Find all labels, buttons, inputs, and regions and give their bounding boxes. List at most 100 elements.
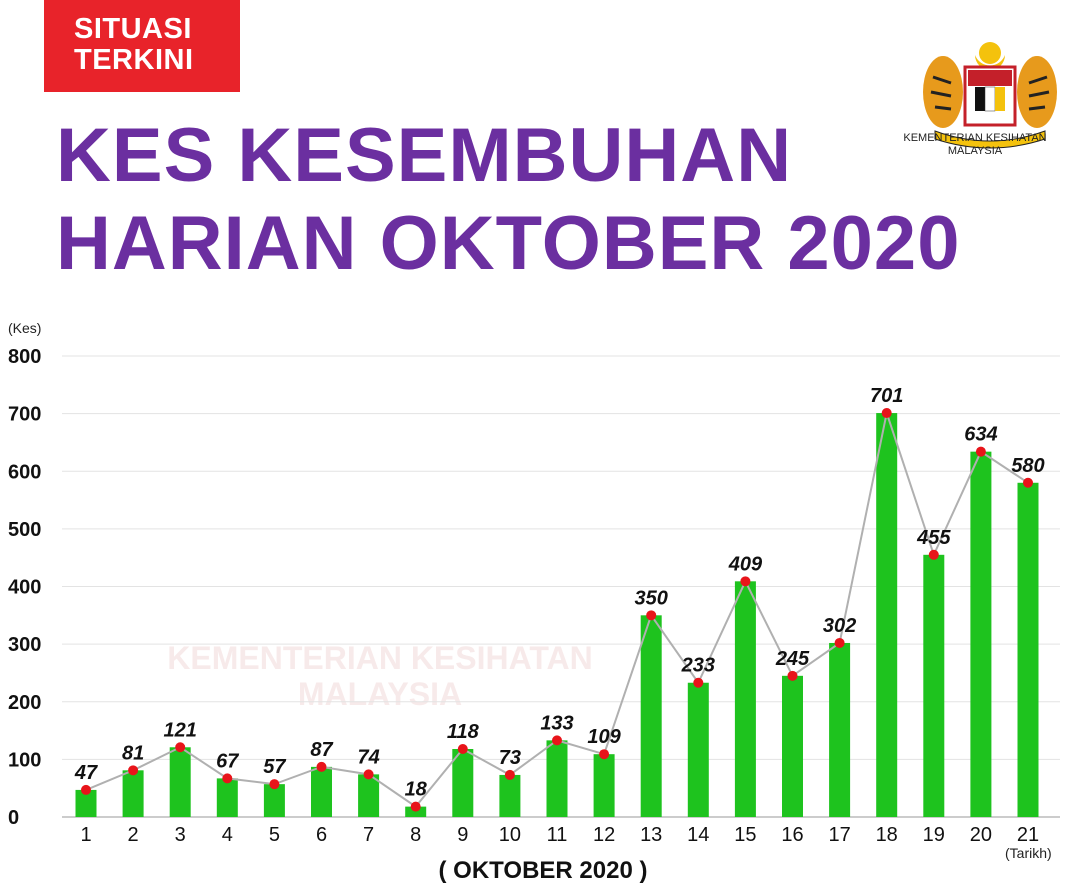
data-point-marker <box>175 742 186 753</box>
data-label: 109 <box>587 726 621 748</box>
data-point-marker <box>787 670 798 681</box>
x-tick-label: 11 <box>547 824 568 846</box>
bar <box>1017 482 1039 817</box>
x-tick-label: 16 <box>781 824 803 846</box>
x-tick-label: 19 <box>923 824 945 846</box>
bar <box>358 774 380 817</box>
bar <box>122 770 144 817</box>
data-point-marker <box>834 637 845 648</box>
bar <box>782 675 803 817</box>
bar <box>452 749 474 817</box>
badge-line1: SITUASI <box>74 13 192 45</box>
x-tick-label: 15 <box>734 824 756 846</box>
data-point-marker <box>128 765 139 776</box>
bar <box>405 806 427 817</box>
watermark-text: KEMENTERIAN KESIHATAN MALAYSIA <box>120 640 640 712</box>
data-label: 121 <box>164 719 197 741</box>
y-tick-label: 400 <box>8 577 41 599</box>
watermark-line1: KEMENTERIAN KESIHATAN <box>167 640 593 676</box>
x-tick-label: 7 <box>363 824 374 846</box>
data-point-marker <box>552 735 562 746</box>
data-label: 57 <box>263 756 286 778</box>
data-label: 350 <box>635 587 668 609</box>
bar <box>216 778 238 817</box>
bar <box>734 581 756 817</box>
data-label: 580 <box>1011 455 1044 477</box>
coat-of-arms-logo <box>923 42 1057 149</box>
bar <box>829 642 851 817</box>
x-tick-label: 1 <box>80 824 91 846</box>
ministry-name: KEMENTERIAN KESIHATAN MALAYSIA <box>890 132 1060 158</box>
data-label: 133 <box>540 712 573 734</box>
y-tick-label: 700 <box>8 404 41 426</box>
bar <box>75 789 97 817</box>
data-point-marker <box>410 801 421 812</box>
x-tick-label: 10 <box>499 824 521 846</box>
x-tick-label: 20 <box>970 824 992 846</box>
data-point-marker <box>269 779 280 790</box>
y-tick-label: 200 <box>8 692 41 714</box>
data-point-marker <box>693 677 704 688</box>
x-tick-label: 6 <box>316 824 327 846</box>
x-tick-label: 8 <box>410 824 421 846</box>
bar <box>546 740 568 817</box>
data-label: 81 <box>122 742 144 764</box>
data-label: 18 <box>405 779 428 801</box>
x-tick-label: 5 <box>269 824 280 846</box>
ministry-line1: KEMENTERIAN KESIHATAN <box>903 132 1047 144</box>
x-tick-label: 2 <box>128 824 139 846</box>
bar <box>499 774 521 817</box>
bar <box>640 615 662 817</box>
y-tick-label: 600 <box>8 461 41 483</box>
x-tick-label: 18 <box>876 824 898 846</box>
chart-title: KES KESEMBUHAN HARIAN OKTOBER 2020 <box>56 112 960 288</box>
bar <box>876 413 898 817</box>
data-label: 73 <box>499 747 521 769</box>
x-tick-label: 17 <box>828 824 850 846</box>
x-tick-label: 4 <box>222 824 233 846</box>
data-point-marker <box>222 773 233 784</box>
data-point-marker <box>1023 477 1033 488</box>
data-point-marker <box>457 744 468 755</box>
data-label: 47 <box>74 762 98 784</box>
y-tick-label: 100 <box>8 749 41 771</box>
watermark-line2: MALAYSIA <box>297 676 463 712</box>
x-tick-label: 9 <box>457 824 468 846</box>
data-label: 409 <box>728 553 763 575</box>
y-tick-label: 300 <box>8 634 41 656</box>
bar <box>970 451 992 817</box>
data-label: 245 <box>775 648 810 670</box>
x-tick-label: 21 <box>1017 824 1039 846</box>
y-unit-label: (Kes) <box>8 320 41 336</box>
x-tick-label: 12 <box>593 824 615 846</box>
bar <box>923 554 945 817</box>
data-point-marker <box>928 549 939 560</box>
data-label: 233 <box>681 655 715 677</box>
data-point-marker <box>975 446 986 457</box>
bar <box>311 766 332 817</box>
data-label: 67 <box>216 750 239 772</box>
situasi-terkini-badge: SITUASI TERKINI <box>44 0 240 92</box>
x-unit-label: (Tarikh) <box>1005 845 1052 861</box>
data-point-marker <box>504 769 515 780</box>
data-point-marker <box>740 576 751 587</box>
data-point-marker <box>599 749 610 760</box>
data-label: 74 <box>357 746 379 768</box>
x-tick-label: 3 <box>175 824 186 846</box>
data-point-marker <box>316 761 327 772</box>
data-point-marker <box>81 784 91 795</box>
bar <box>687 682 709 817</box>
data-label: 634 <box>964 424 997 446</box>
data-label: 455 <box>916 527 951 549</box>
data-point-marker <box>363 769 374 780</box>
ministry-line2: MALAYSIA <box>947 145 1003 157</box>
data-point-marker <box>881 408 892 419</box>
bar <box>263 784 285 817</box>
y-tick-label: 500 <box>8 519 41 541</box>
title-line2: HARIAN OKTOBER 2020 <box>56 201 961 286</box>
y-tick-label: 800 <box>8 346 41 368</box>
y-tick-label: 0 <box>8 807 19 829</box>
title-line1: KES KESEMBUHAN <box>56 113 793 198</box>
bar <box>593 754 615 817</box>
